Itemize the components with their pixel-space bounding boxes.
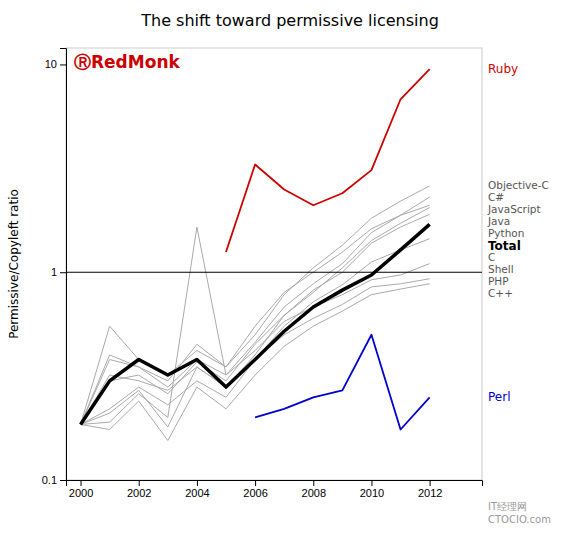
x-tick-mark xyxy=(139,480,140,486)
x-tick: 2006 xyxy=(243,480,267,499)
series-label: Python xyxy=(488,227,524,239)
series-label: Java xyxy=(487,215,510,227)
plot-area xyxy=(66,69,482,440)
reference-line xyxy=(66,272,482,273)
series-line xyxy=(81,214,430,424)
series-line xyxy=(255,335,430,430)
x-tick-label: 2010 xyxy=(360,487,384,499)
y-tick-mark xyxy=(60,64,66,65)
x-tick-mark xyxy=(255,480,256,486)
x-tick: 2004 xyxy=(185,480,209,499)
series-line xyxy=(81,239,430,425)
x-tick: 2008 xyxy=(302,480,326,499)
series-label: C xyxy=(488,251,495,263)
plot-frame xyxy=(66,48,482,480)
series-label: C++ xyxy=(488,287,513,299)
watermark: IT经理网 xyxy=(488,501,527,512)
series-label: Shell xyxy=(488,263,514,275)
annotations: ⓇRedMonk IT经理网 CTOCIO.com xyxy=(74,52,551,525)
title: The shift toward permissive licensing xyxy=(140,11,439,30)
x-tick-mark xyxy=(197,480,198,486)
chart: 2000 2002 2004 2006 2008 2010 2012 0.1 1 10 Ruby Ob… xyxy=(0,0,580,546)
series-line xyxy=(81,205,430,424)
y-tick-label: 1 xyxy=(51,266,57,278)
x-axis-line xyxy=(67,481,483,487)
y-tick-label: 0.1 xyxy=(42,474,57,486)
x-tick-label: 2012 xyxy=(418,487,442,499)
series-label: Objective-C xyxy=(488,179,549,191)
series-labels: RubyObjective-CC#JavaScriptJavaPythonTot… xyxy=(487,62,549,404)
y-tick-mark xyxy=(60,480,66,481)
series-line xyxy=(226,69,430,252)
x-axis: 2000 2002 2004 2006 2008 2010 2012 xyxy=(67,480,483,499)
x-tick-label: 2006 xyxy=(243,487,267,499)
series-label: JavaScript xyxy=(487,203,541,215)
x-tick-mark xyxy=(81,480,82,486)
x-tick: 2012 xyxy=(418,480,442,499)
x-tick: 2000 xyxy=(69,480,93,499)
x-tick-label: 2002 xyxy=(127,487,151,499)
series-line xyxy=(81,197,430,424)
y-axis-title: Permissive/Copyleft ratio xyxy=(7,189,21,339)
x-tick-mark xyxy=(430,480,431,486)
watermark: CTOCIO.com xyxy=(488,514,551,525)
y-tick-label: 10 xyxy=(45,58,57,70)
series-label: PHP xyxy=(488,275,509,287)
y-axis-line xyxy=(60,49,67,481)
series-label: C# xyxy=(488,191,504,203)
y-tick-mark xyxy=(60,272,66,273)
y-tick: 0.1 xyxy=(42,474,66,486)
series-line xyxy=(81,207,430,424)
x-tick-label: 2000 xyxy=(69,487,93,499)
x-tick-mark xyxy=(313,480,314,486)
x-tick-mark xyxy=(371,480,372,486)
series-line xyxy=(81,186,430,424)
series-label: Perl xyxy=(488,390,510,404)
series-label: Ruby xyxy=(488,62,518,76)
series-line xyxy=(81,224,430,424)
x-tick: 2010 xyxy=(360,480,384,499)
y-tick: 10 xyxy=(45,58,66,70)
y-axis: 0.1 1 10 xyxy=(42,49,67,487)
x-tick-label: 2008 xyxy=(302,487,326,499)
logo: ⓇRedMonk xyxy=(74,52,180,72)
x-tick-label: 2004 xyxy=(185,487,209,499)
x-tick: 2002 xyxy=(127,480,151,499)
y-tick: 1 xyxy=(51,266,66,278)
